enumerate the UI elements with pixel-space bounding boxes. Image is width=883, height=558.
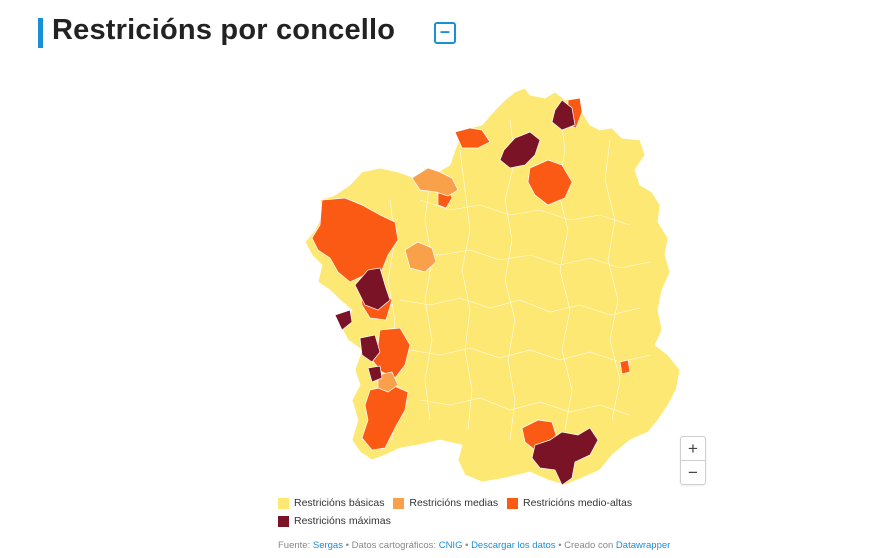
legend-swatch-medias	[393, 498, 405, 509]
regions-maximas[interactable]	[334, 99, 599, 486]
title-accent-bar	[38, 18, 43, 48]
zoom-out-button[interactable]: −	[681, 460, 705, 484]
legend-item-medio-altas: Restricións medio-altas	[507, 496, 632, 511]
legend-swatch-basicas	[278, 498, 289, 509]
regions-medias[interactable]	[377, 167, 459, 393]
zoom-control: + −	[680, 436, 706, 485]
collapse-button[interactable]: –	[434, 22, 456, 44]
legend-label-basicas: Restricións básicas	[294, 497, 385, 509]
region-galicia[interactable]	[304, 87, 681, 486]
municipality-map[interactable]	[290, 80, 690, 490]
footer-separator: •	[465, 540, 469, 551]
footer-carto-prefix: Datos cartográficos:	[351, 540, 437, 551]
map-footer: Fuente: Sergas • Datos cartográficos: CN…	[278, 540, 670, 551]
legend-swatch-maximas	[278, 516, 289, 527]
legend-label-maximas: Restricións máximas	[294, 515, 391, 527]
footer-separator: •	[558, 540, 562, 551]
footer-created-prefix: Creado con	[564, 540, 614, 551]
zoom-in-button[interactable]: +	[688, 439, 698, 458]
footer-source-link[interactable]: Sergas	[312, 540, 343, 551]
legend-label-medio-altas: Restricións medio-altas	[523, 497, 633, 509]
footer-carto-link[interactable]: CNIG	[438, 540, 463, 551]
legend-label-medias: Restricións medias	[409, 497, 499, 509]
legend-swatch-medio-altas	[507, 498, 518, 509]
footer-datawrapper-link[interactable]: Datawrapper	[615, 540, 671, 551]
footer-separator: •	[345, 540, 349, 551]
footer-source-prefix: Fuente:	[278, 540, 311, 551]
legend-item-basicas: Restricións básicas	[278, 496, 384, 511]
footer-download-link[interactable]: Descargar los datos	[471, 540, 556, 551]
legend-item-maximas: Restricións máximas	[278, 514, 391, 529]
page-title: Restricións por concello	[52, 14, 396, 46]
map-legend: Restricións básicas Restricións medias R…	[278, 496, 698, 532]
legend-item-medias: Restricións medias	[393, 496, 498, 511]
